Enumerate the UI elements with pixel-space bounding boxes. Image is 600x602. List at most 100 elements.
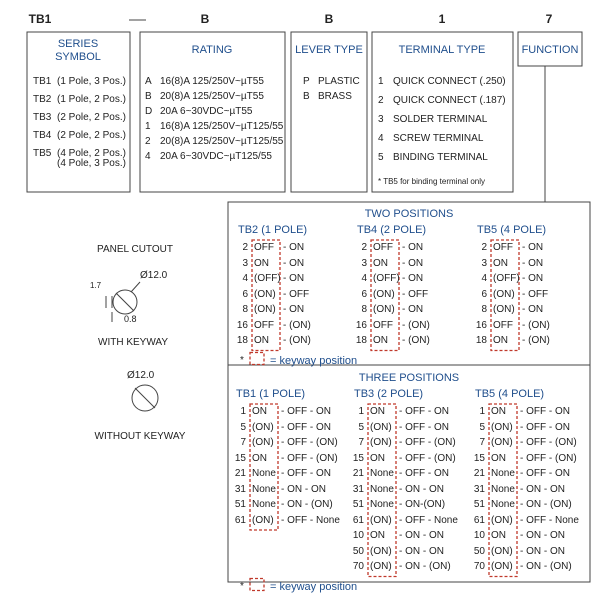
position: ON (252, 406, 267, 417)
position: (ON) (370, 421, 392, 433)
label: PANEL CUTOUT (97, 244, 173, 255)
code: 7 (545, 12, 553, 26)
number: 18 (355, 335, 367, 346)
rest: - ON (283, 304, 305, 315)
number: 51 (473, 499, 485, 510)
number: 15 (473, 452, 485, 464)
number: 18 (236, 335, 248, 346)
legend: * (240, 580, 244, 592)
legend: = keyway position (270, 580, 358, 593)
column-title: TB4 (2 POLE) (357, 224, 427, 236)
rest: - OFF - ON (281, 421, 331, 433)
legend: * (240, 354, 244, 366)
rest: - OFF (522, 288, 549, 300)
code: TB2 (33, 94, 52, 105)
rest: - ON - ON (281, 483, 326, 495)
position: ON (373, 335, 388, 346)
position: (ON) (491, 545, 513, 557)
position: OFF (493, 242, 513, 253)
rest: - ON - ON (399, 530, 444, 541)
number: 10 (473, 530, 485, 541)
number: 21 (473, 468, 485, 479)
position: OFF (373, 242, 393, 253)
code: 1 (145, 121, 151, 132)
position: ON (491, 530, 506, 541)
desc: 16(8)A 125/250V~µT55 (160, 76, 264, 87)
number: 7 (479, 437, 485, 448)
position: None (252, 483, 276, 495)
column-title: TB1 (1 POLE) (236, 388, 306, 400)
title: LEVER TYPE (295, 44, 363, 56)
title: THREE POSITIONS (358, 372, 460, 384)
rest: - ON - ON (399, 483, 444, 495)
rest: - OFF - None (281, 514, 340, 526)
number: 2 (361, 242, 367, 253)
desc: (4 Pole, 3 Pos.) (57, 158, 126, 169)
desc: QUICK CONNECT (.187) (393, 95, 506, 106)
rest: - OFF - ON (399, 468, 449, 479)
position: None (252, 499, 276, 510)
column-title: TB5 (4 POLE) (477, 224, 547, 236)
leader (130, 281, 141, 293)
number: 1 (240, 406, 246, 417)
desc: 20A 6~30VDC~µT125/55 (160, 151, 272, 162)
desc: 20A 6~30VDC~µT55 (160, 106, 253, 117)
position: (OFF) (373, 273, 400, 284)
desc: BINDING TERMINAL (393, 152, 488, 163)
rest: - OFF - ON (399, 421, 449, 433)
position: ON (491, 406, 506, 417)
number: 1 (479, 406, 485, 417)
position: (ON) (252, 514, 274, 526)
position: OFF (254, 242, 274, 253)
number: 3 (361, 257, 367, 269)
number: 8 (481, 304, 487, 315)
desc: SCREW TERMINAL (393, 133, 484, 144)
position: (ON) (370, 437, 392, 448)
number: 50 (473, 545, 485, 557)
position: OFF (254, 319, 274, 331)
position: (ON) (491, 561, 513, 572)
keyway-marker (251, 239, 281, 352)
rest: - ON - (ON) (399, 561, 451, 572)
position: ON (491, 452, 506, 464)
number: 10 (352, 530, 364, 541)
column-title: TB2 (1 POLE) (238, 224, 308, 236)
lever-box (290, 31, 368, 193)
series-box (26, 31, 131, 193)
cutout-line (115, 292, 135, 312)
number: 31 (234, 483, 246, 495)
keyway-marker (249, 403, 279, 531)
number: 6 (361, 288, 367, 300)
desc: QUICK CONNECT (.250) (393, 76, 506, 87)
position: ON (370, 406, 385, 417)
number: 4 (361, 273, 367, 284)
number: 15 (234, 452, 246, 464)
code: 2 (145, 136, 151, 147)
number: 61 (352, 514, 364, 526)
number: 16 (355, 319, 367, 331)
code: B (145, 91, 152, 102)
dim: 1.7 (90, 281, 102, 290)
title: SERIES SYMBOL (55, 38, 101, 63)
rest: - ON - (ON) (520, 561, 572, 572)
position: (ON) (491, 514, 513, 526)
number: 61 (473, 514, 485, 526)
code: A (145, 76, 152, 87)
number: 8 (361, 304, 367, 315)
number: 16 (475, 319, 487, 331)
three-box (227, 364, 591, 583)
position: (ON) (370, 561, 392, 572)
position: None (491, 468, 515, 479)
position: (ON) (493, 304, 515, 315)
code: 1 (438, 12, 446, 26)
rest: - OFF - None (399, 514, 458, 526)
rest: - OFF - ON (281, 406, 331, 417)
code: 2 (378, 95, 384, 106)
rest: - ON - ON (520, 545, 565, 557)
function-box (517, 31, 583, 67)
rest: - OFF - ON (520, 406, 570, 417)
title: TWO POSITIONS (364, 208, 454, 220)
rest: - ON (402, 257, 424, 269)
position: OFF (373, 319, 393, 331)
position: None (370, 468, 394, 479)
